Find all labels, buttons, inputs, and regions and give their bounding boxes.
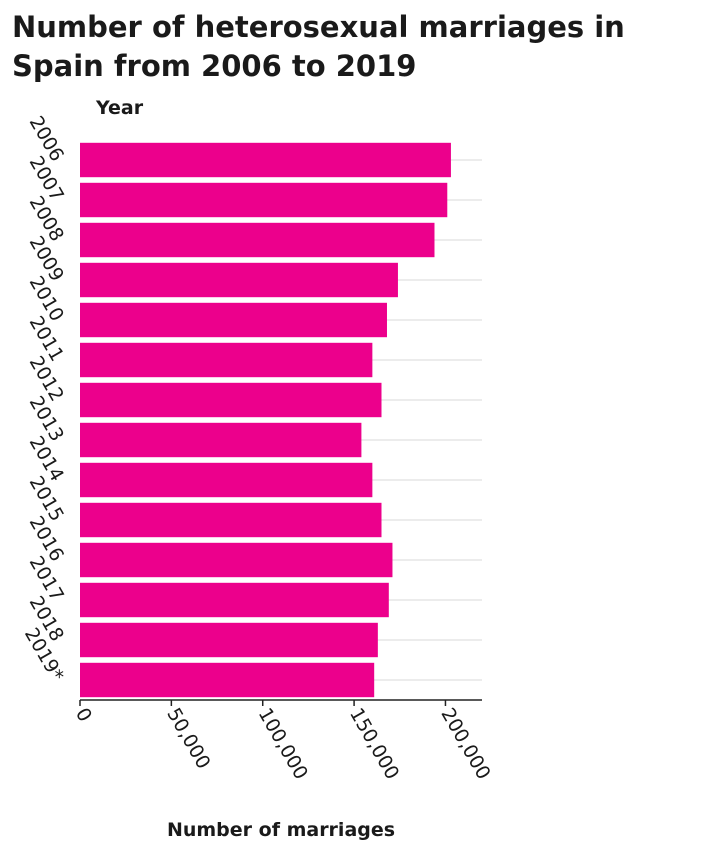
bar-2006 <box>80 142 451 178</box>
bar-2013 <box>80 422 362 458</box>
x-axis-title: Number of marriages <box>167 819 395 841</box>
bars <box>80 142 451 698</box>
bar-2010 <box>80 302 387 338</box>
bar-2017 <box>80 582 389 618</box>
bar-2012 <box>80 382 382 418</box>
y-tick-labels: 2006200720082009201020112012201320142015… <box>20 112 68 685</box>
y-axis-title: Year <box>95 97 144 119</box>
chart-title: Number of heterosexual marriages in Spai… <box>12 10 625 83</box>
x-tick-label: 150,000 <box>345 704 403 783</box>
bar-2009 <box>80 262 398 298</box>
x-tick-label: 200,000 <box>436 704 494 783</box>
x-tick-label: 100,000 <box>254 704 312 783</box>
bar-2018 <box>80 622 378 658</box>
bar-2016 <box>80 542 393 578</box>
bar-2007 <box>80 182 448 218</box>
x-tick-label: 0 <box>71 704 96 725</box>
bar-2008 <box>80 222 435 258</box>
bar-2019 <box>80 662 375 698</box>
bar-2015 <box>80 502 382 538</box>
x-tick-label: 50,000 <box>162 704 214 773</box>
x-tick-labels: 0 50,000 100,000 150,000 200,000 <box>71 700 495 783</box>
bar-2011 <box>80 342 373 378</box>
bar-2014 <box>80 462 373 498</box>
